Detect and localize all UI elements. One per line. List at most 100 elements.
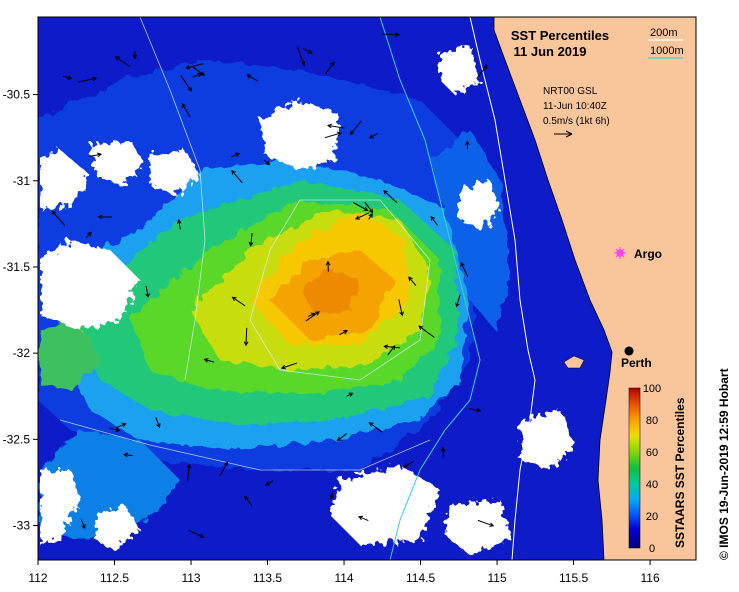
current-vector-arrow bbox=[358, 515, 369, 522]
x-tick-label: 114.5 bbox=[406, 571, 435, 585]
current-vector-arrow bbox=[280, 362, 298, 370]
perth-label: Perth bbox=[621, 356, 652, 370]
current-vector-arrow bbox=[440, 446, 446, 459]
current-time: 11-Jun 10:40Z bbox=[543, 101, 607, 112]
x-tick-label: 113 bbox=[181, 571, 200, 585]
x-tick-label: 114 bbox=[334, 571, 353, 585]
current-vector-arrow bbox=[243, 327, 249, 347]
current-vector-arrow bbox=[115, 422, 127, 429]
current-vector-arrow bbox=[180, 75, 192, 92]
legend-200m-label: 200m bbox=[650, 27, 678, 39]
colorbar-tick-label: 80 bbox=[646, 415, 658, 427]
current-vector-arrow bbox=[382, 32, 401, 37]
current-vector-arrow bbox=[418, 325, 435, 338]
colorbar-tick-label: 60 bbox=[646, 447, 658, 459]
current-vector-arrow bbox=[181, 103, 191, 118]
current-vector-arrow bbox=[398, 299, 404, 317]
x-tick-label: 115.5 bbox=[559, 571, 588, 585]
colorbar-tick-label: 100 bbox=[643, 383, 661, 395]
current-vector-arrow bbox=[346, 392, 354, 397]
current-vector-arrow bbox=[477, 519, 495, 527]
current-vector-arrow bbox=[51, 210, 66, 226]
y-tick-label: -32 bbox=[13, 346, 31, 360]
current-vector-arrow bbox=[188, 529, 205, 538]
colorbar-label: SSTAARS SST Percentiles bbox=[673, 397, 687, 548]
current-vector-arrow bbox=[231, 152, 241, 158]
current-vector-arrow bbox=[248, 232, 254, 247]
current-vector-arrow bbox=[408, 276, 417, 286]
current-vector-arrow bbox=[352, 202, 369, 211]
x-tick-label: 112.5 bbox=[100, 571, 129, 585]
current-vector-arrow bbox=[114, 56, 131, 68]
current-vector-arrow bbox=[296, 46, 306, 67]
current-vector-arrow bbox=[80, 519, 86, 530]
colorbar-ticks: 0 20 40 60 80 100 bbox=[643, 383, 661, 555]
current-vector-arrow bbox=[219, 461, 228, 477]
current-vector-arrow bbox=[368, 132, 379, 139]
current-vector-arrow bbox=[383, 190, 398, 204]
coastline bbox=[493, 17, 613, 560]
current-vector-arrow bbox=[191, 65, 205, 76]
current-vector-arrow bbox=[460, 261, 469, 277]
current-vector-arrow bbox=[85, 231, 92, 239]
current-vector-arrow bbox=[325, 61, 335, 75]
perth-marker bbox=[624, 346, 634, 356]
current-vector-arrow bbox=[326, 123, 345, 129]
current-vector-arrow bbox=[185, 63, 204, 70]
current-scale: 0.5m/s (1kt 6h) bbox=[543, 116, 610, 127]
contour-1000m bbox=[379, 17, 481, 560]
colorbar-tick-label: 0 bbox=[649, 543, 655, 555]
current-vector-arrow bbox=[89, 152, 103, 158]
x-tick-label: 113.5 bbox=[253, 571, 282, 585]
current-vector-arrow bbox=[186, 463, 192, 483]
current-vector-arrow bbox=[203, 358, 215, 363]
current-vector-arrow bbox=[325, 260, 331, 272]
y-tick-label: -31 bbox=[13, 174, 31, 188]
current-vector-arrow bbox=[339, 330, 348, 336]
current-vector-arrow bbox=[123, 452, 133, 458]
current-vector-arrow bbox=[329, 491, 334, 500]
map-date: 11 Jun 2019 bbox=[514, 44, 587, 59]
y-tick-label: -30.5 bbox=[3, 88, 31, 102]
argo-label: Argo bbox=[634, 247, 662, 261]
current-vector-arrow bbox=[109, 427, 121, 433]
current-vector-arrow bbox=[62, 75, 73, 80]
current-vector-arrow bbox=[324, 131, 342, 139]
current-vector-arrow bbox=[97, 214, 112, 220]
current-vector-arrow bbox=[336, 433, 348, 442]
y-tick-label: -33 bbox=[13, 519, 31, 533]
current-vector-arrow bbox=[155, 417, 161, 429]
y-tick-label: -32.5 bbox=[3, 432, 31, 446]
current-vector-arrow bbox=[368, 422, 383, 433]
map-title: SST Percentiles bbox=[511, 28, 609, 43]
current-vector-arrow bbox=[176, 219, 182, 230]
contour-200m bbox=[469, 17, 536, 560]
rottnest-island bbox=[563, 355, 585, 369]
current-source: NRT00 GSL bbox=[543, 86, 598, 97]
current-vector-arrow bbox=[476, 64, 488, 79]
colorbar-tick-label: 40 bbox=[646, 479, 658, 491]
current-vector-arrow bbox=[383, 344, 400, 350]
y-axis: -30.5 -31 -31.5 -32 -32.5 -33 bbox=[3, 88, 38, 533]
current-vector-arrow bbox=[302, 48, 313, 54]
x-tick-label: 112 bbox=[28, 571, 47, 585]
sst-field bbox=[38, 17, 696, 560]
current-vector-arrow bbox=[265, 480, 274, 486]
sst-anomaly-blobs bbox=[38, 60, 510, 540]
x-tick-label: 116 bbox=[641, 571, 660, 585]
x-tick-label: 115 bbox=[487, 571, 506, 585]
current-vector-arrow bbox=[403, 461, 415, 468]
credit-text: © IMOS 19-Jun-2019 12:59 Hobart bbox=[717, 368, 731, 560]
current-vector-arrow bbox=[349, 120, 362, 136]
current-vector-arrow bbox=[244, 495, 253, 506]
current-vector-arrow bbox=[246, 74, 259, 82]
colorbar bbox=[628, 387, 641, 549]
current-vector-arrow bbox=[368, 212, 373, 220]
y-tick-label: -31.5 bbox=[3, 260, 31, 274]
sst-isotherms bbox=[59, 17, 431, 471]
legend-1000m-label: 1000m bbox=[650, 45, 684, 57]
current-vector-arrow bbox=[430, 215, 438, 226]
cloud-mask bbox=[40, 45, 575, 555]
current-vector-arrow bbox=[364, 201, 374, 214]
